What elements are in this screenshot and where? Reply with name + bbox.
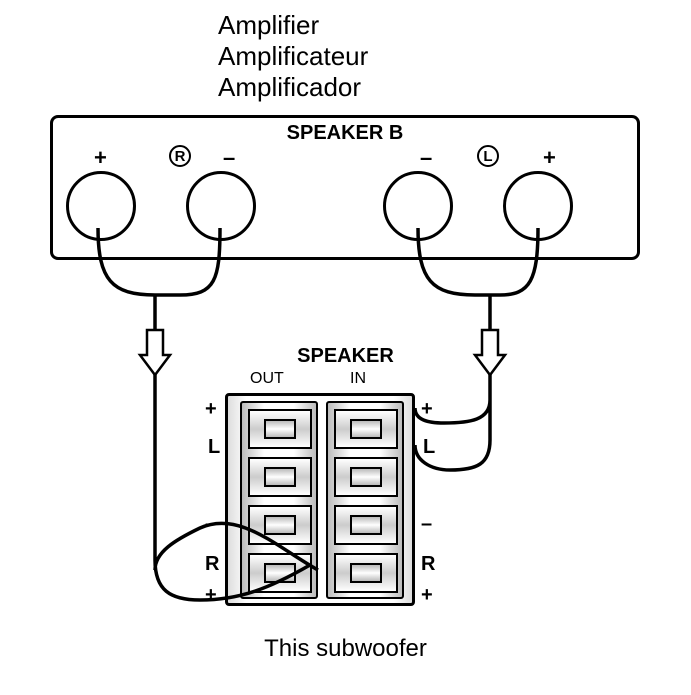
post-r-minus xyxy=(186,171,256,241)
out-r-minus xyxy=(248,505,312,545)
in-l: L xyxy=(423,436,435,459)
out-plus-bot: + xyxy=(205,584,217,607)
amp-minus-l: – xyxy=(420,145,432,171)
title-en: Amplifier xyxy=(218,10,368,41)
out-minus: – xyxy=(205,513,216,536)
amp-plus-r: + xyxy=(94,145,107,171)
in-plus-bot: + xyxy=(421,584,433,607)
out-l-plus xyxy=(248,409,312,449)
title-fr: Amplificateur xyxy=(218,41,368,72)
in-r-minus xyxy=(334,505,398,545)
out-label: OUT xyxy=(250,370,284,388)
in-r: R xyxy=(421,553,435,576)
in-minus: – xyxy=(421,513,432,536)
out-r-plus xyxy=(248,553,312,593)
in-plus-top: + xyxy=(421,398,433,421)
post-r-plus xyxy=(66,171,136,241)
amp-posts xyxy=(53,169,637,249)
in-l-minus xyxy=(334,457,398,497)
out-r: R xyxy=(205,553,219,576)
post-l-plus xyxy=(503,171,573,241)
post-l-minus xyxy=(383,171,453,241)
out-plus-top: + xyxy=(205,398,217,421)
footer-label: This subwoofer xyxy=(0,635,691,663)
in-l-plus xyxy=(334,409,398,449)
amp-plus-l: + xyxy=(543,145,556,171)
out-l-minus xyxy=(248,457,312,497)
amp-labels: + R – – L + xyxy=(53,145,637,169)
speaker-title: SPEAKER xyxy=(0,345,691,368)
in-column xyxy=(326,401,404,599)
title-block: Amplifier Amplificateur Amplificador xyxy=(218,10,368,104)
out-l: L xyxy=(208,436,220,459)
out-column xyxy=(240,401,318,599)
amplifier-panel: SPEAKER B + R – – L + xyxy=(50,115,640,260)
amp-minus-r: – xyxy=(223,145,235,171)
in-r-plus xyxy=(334,553,398,593)
title-es: Amplificador xyxy=(218,72,368,103)
amp-header: SPEAKER B xyxy=(53,122,637,145)
speaker-terminal-block xyxy=(225,393,415,606)
in-label: IN xyxy=(350,370,366,388)
